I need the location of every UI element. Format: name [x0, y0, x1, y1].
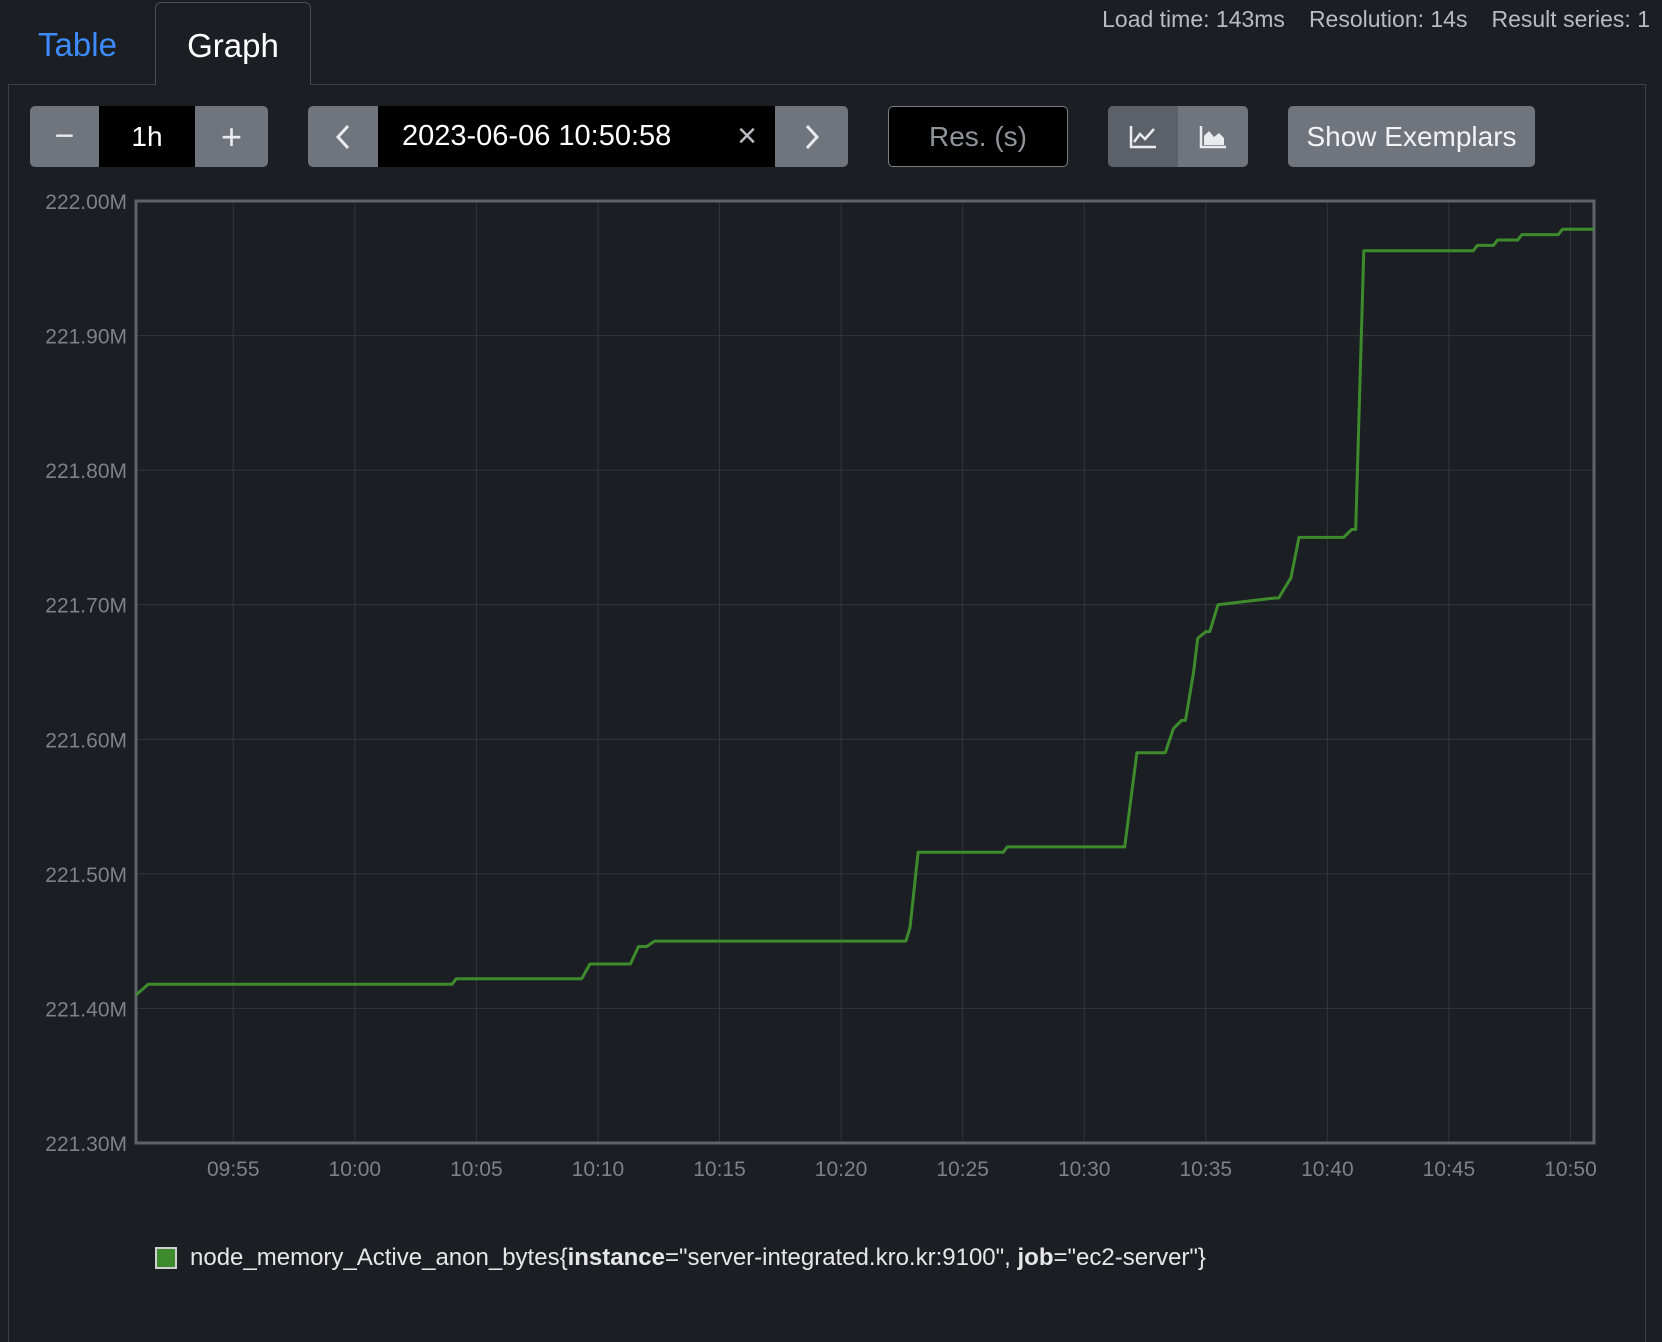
show-exemplars-button[interactable]: Show Exemplars — [1288, 106, 1535, 167]
end-time-input[interactable]: 2023-06-06 10:50:58 — [402, 120, 672, 152]
y-tick-label: 222.00M — [45, 191, 127, 214]
chart-grid — [136, 201, 1594, 1143]
x-tick-label: 10:10 — [572, 1158, 625, 1181]
end-time-control: 2023-06-06 10:50:58 × — [308, 106, 848, 167]
result-series-stat: Result series: 1 — [1491, 6, 1650, 32]
decrease-range-button[interactable]: − — [54, 117, 75, 155]
stacked-area-chart-icon — [1199, 125, 1226, 148]
previous-time-button[interactable] — [308, 106, 378, 167]
graph-panel — [8, 84, 1646, 1342]
series-line — [135, 227, 1594, 997]
stacked-chart-button[interactable] — [1178, 106, 1248, 167]
x-tick-label: 10:40 — [1301, 1158, 1354, 1181]
legend-label[interactable]: node_memory_Active_anon_bytes{instance="… — [190, 1244, 1206, 1271]
x-tick-label: 10:50 — [1544, 1158, 1597, 1181]
legend-swatch[interactable] — [155, 1247, 177, 1269]
range-control: − 1h + — [30, 106, 268, 167]
y-tick-label: 221.80M — [45, 460, 127, 483]
tab-table[interactable]: Table — [38, 26, 117, 63]
plot-frame — [134, 199, 1596, 1145]
x-tick-label: 10:25 — [936, 1158, 989, 1181]
x-tick-label: 10:00 — [329, 1158, 382, 1181]
metric-chart: 221.30M 221.40M 221.50M 221.60M 221.70M 221.8… — [45, 191, 1597, 1181]
increase-range-button[interactable]: + — [220, 115, 243, 157]
y-tick-label: 221.30M — [45, 1133, 127, 1156]
range-input[interactable]: 1h — [99, 106, 195, 167]
x-tick-label: 10:45 — [1423, 1158, 1476, 1181]
x-tick-label: 09:55 — [207, 1158, 260, 1181]
x-tick-label: 10:30 — [1058, 1158, 1111, 1181]
load-time-stat: Load time: 143ms — [1102, 6, 1285, 32]
y-tick-label: 221.40M — [45, 998, 127, 1021]
y-tick-label: 221.90M — [45, 326, 127, 349]
tab-graph[interactable]: Graph — [155, 2, 311, 85]
x-tick-label: 10:35 — [1180, 1158, 1233, 1181]
line-chart-button[interactable] — [1108, 106, 1178, 167]
y-axis: 221.30M 221.40M 221.50M 221.60M 221.70M 221.8… — [45, 191, 127, 1156]
y-tick-label: 221.50M — [45, 864, 127, 887]
end-time-field: 2023-06-06 10:50:58 × — [378, 106, 775, 167]
chart-type-toggle — [1108, 106, 1248, 167]
y-tick-label: 221.70M — [45, 595, 127, 618]
x-tick-label: 10:05 — [450, 1158, 503, 1181]
x-tick-label: 10:15 — [693, 1158, 746, 1181]
chevron-left-icon — [335, 124, 350, 149]
x-tick-label: 10:20 — [815, 1158, 868, 1181]
line-chart-icon — [1129, 125, 1156, 148]
next-time-button[interactable] — [775, 106, 848, 167]
y-tick-label: 221.60M — [45, 729, 127, 752]
x-axis: 09:55 10:00 10:05 10:10 10:15 10:20 10:25 10:30… — [207, 1158, 1597, 1181]
tab-bar: Table Graph Load time: 143ms Resolution: … — [0, 0, 1662, 85]
resolution-input[interactable] — [888, 106, 1068, 167]
clear-time-icon[interactable]: × — [737, 117, 757, 155]
resolution-stat: Resolution: 14s — [1308, 6, 1468, 32]
query-stats: Load time: 143ms Resolution: 14s Result se… — [1078, 6, 1650, 33]
chevron-right-icon — [805, 124, 819, 149]
legend: node_memory_Active_anon_bytes{instance="… — [155, 1244, 1206, 1272]
